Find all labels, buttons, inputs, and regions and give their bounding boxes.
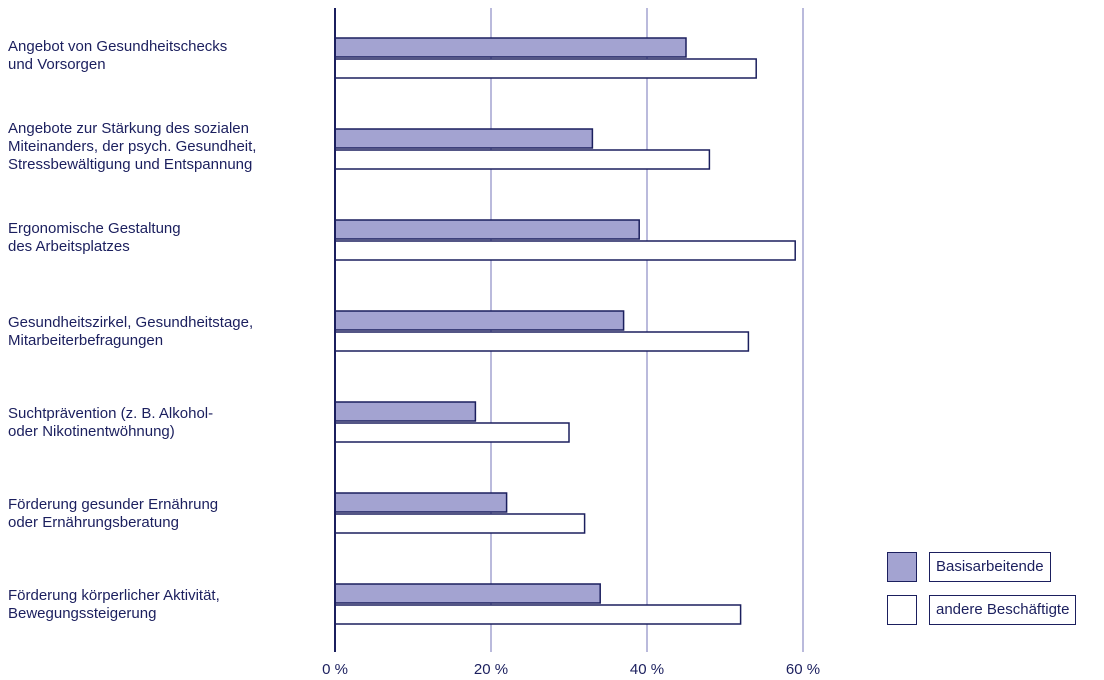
bar-andere-beschaeftigte-5 [334, 513, 586, 534]
legend-swatch-andere-beschaeftigte [887, 595, 917, 625]
x-tick-label-60: 60 % [786, 661, 820, 678]
bar-andere-beschaeftigte-2 [334, 240, 796, 261]
x-tick-label-20: 20 % [474, 661, 508, 678]
bar-basisarbeitende-1 [334, 128, 594, 149]
category-label: Ergonomische Gestaltung des Arbeitsplatz… [8, 220, 181, 255]
category-label: Suchtprävention (z. B. Alkohol- oder Nik… [8, 405, 214, 440]
bar-basisarbeitende-3 [334, 310, 625, 331]
legend-label-andere-beschaeftigte: andere Beschäftigte [929, 595, 1077, 625]
x-tick-label-0: 0 % [322, 661, 348, 678]
bar-andere-beschaeftigte-1 [334, 149, 711, 170]
bar-andere-beschaeftigte-3 [334, 331, 750, 352]
category-label: Angebot von Gesundheitschecks und Vorsor… [8, 38, 228, 73]
category-label: Angebote zur Stärkung des sozialen Mitei… [8, 120, 257, 173]
legend-label-basisarbeitende: Basisarbeitende [929, 552, 1051, 582]
bar-basisarbeitende-4 [334, 401, 477, 422]
bar-basisarbeitende-5 [334, 492, 508, 513]
bar-basisarbeitende-6 [334, 583, 601, 604]
category-label: Gesundheitszirkel, Gesundheitstage, Mita… [8, 314, 254, 349]
bar-andere-beschaeftigte-0 [334, 58, 757, 79]
legend-swatch-basisarbeitende [887, 552, 917, 582]
bar-andere-beschaeftigte-6 [334, 604, 742, 625]
bar-basisarbeitende-2 [334, 219, 640, 240]
bar-andere-beschaeftigte-4 [334, 422, 570, 443]
category-label: Förderung gesunder Ernährung oder Ernähr… [8, 496, 219, 531]
category-label: Förderung körperlicher Aktivität, Bewegu… [8, 587, 220, 622]
x-tick-label-40: 40 % [630, 661, 664, 678]
bar-basisarbeitende-0 [334, 37, 687, 58]
